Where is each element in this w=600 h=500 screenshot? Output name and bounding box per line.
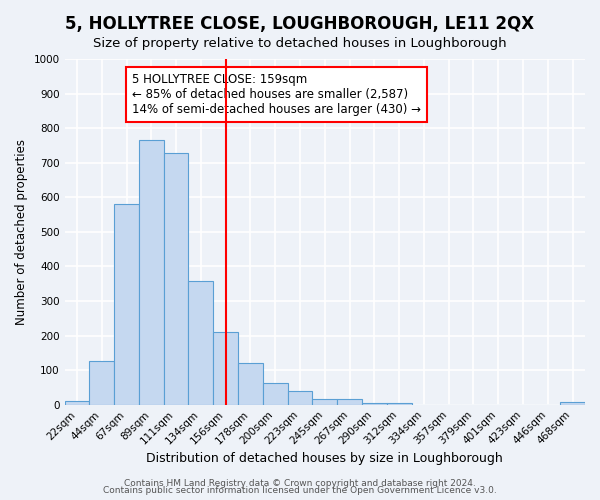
Bar [313, 399, 337, 404]
Text: Contains public sector information licensed under the Open Government Licence v3: Contains public sector information licen… [103, 486, 497, 495]
X-axis label: Distribution of detached houses by size in Loughborough: Distribution of detached houses by size … [146, 452, 503, 465]
Y-axis label: Number of detached properties: Number of detached properties [15, 139, 28, 325]
Bar [164, 153, 188, 405]
Bar [65, 402, 89, 404]
Bar [139, 140, 164, 404]
Bar [263, 383, 287, 404]
Bar [337, 399, 362, 404]
Bar [387, 403, 412, 404]
Bar [213, 332, 238, 404]
Bar [114, 204, 139, 404]
Text: Size of property relative to detached houses in Loughborough: Size of property relative to detached ho… [93, 38, 507, 51]
Bar [238, 363, 263, 405]
Text: 5, HOLLYTREE CLOSE, LOUGHBOROUGH, LE11 2QX: 5, HOLLYTREE CLOSE, LOUGHBOROUGH, LE11 2… [65, 15, 535, 33]
Bar [89, 361, 114, 405]
Bar [560, 402, 585, 404]
Text: Contains HM Land Registry data © Crown copyright and database right 2024.: Contains HM Land Registry data © Crown c… [124, 478, 476, 488]
Bar [362, 403, 387, 404]
Bar [287, 391, 313, 404]
Text: 5 HOLLYTREE CLOSE: 159sqm
← 85% of detached houses are smaller (2,587)
14% of se: 5 HOLLYTREE CLOSE: 159sqm ← 85% of detac… [132, 73, 421, 116]
Bar [188, 282, 213, 405]
